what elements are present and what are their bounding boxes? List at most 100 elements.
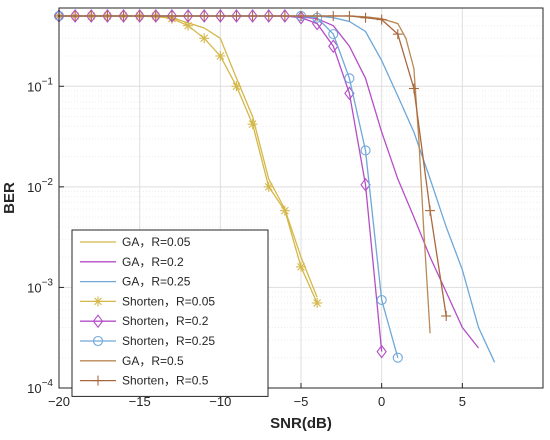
data-point xyxy=(231,9,242,23)
legend-label: GA，R=0.25 xyxy=(122,275,191,289)
data-point xyxy=(182,9,194,23)
legend-marker xyxy=(93,375,103,386)
legend-marker xyxy=(92,335,104,347)
data-point xyxy=(263,181,274,192)
legend-label: Shorten，R=0.5 xyxy=(122,374,209,388)
legend-label: GA，R=0.5 xyxy=(122,354,184,368)
data-point xyxy=(183,10,194,21)
data-point xyxy=(376,294,387,306)
y-tick-base: 10 xyxy=(27,280,41,295)
data-point xyxy=(263,10,274,21)
y-tick-exponent: −2 xyxy=(42,177,54,188)
data-point xyxy=(360,145,371,156)
data-point xyxy=(231,81,242,92)
data-point xyxy=(425,205,436,216)
data-point xyxy=(231,10,242,21)
legend-label: Shorten，R=0.05 xyxy=(122,294,215,308)
data-point xyxy=(376,14,387,25)
y-tick-exponent: −4 xyxy=(42,378,54,389)
x-axis-label: SNR(dB) xyxy=(270,415,332,432)
series-layer xyxy=(53,9,496,363)
data-point xyxy=(166,9,178,23)
series-7 xyxy=(54,10,452,321)
y-tick-exponent: −3 xyxy=(42,277,54,288)
y-tick-label: 10−4 xyxy=(27,378,53,396)
data-point xyxy=(183,20,194,31)
data-point xyxy=(166,10,177,21)
legend-item: GA，R=0.2 xyxy=(80,255,184,269)
legend-item: GA，R=0.5 xyxy=(80,354,184,368)
y-tick-base: 10 xyxy=(27,180,41,195)
legend-item: Shorten，R=0.2 xyxy=(80,314,209,328)
data-point xyxy=(215,50,226,61)
data-point xyxy=(312,298,323,309)
data-point xyxy=(247,9,258,23)
data-point xyxy=(118,10,129,21)
data-point xyxy=(328,10,339,21)
data-point xyxy=(199,33,210,44)
data-point xyxy=(344,73,355,84)
series-line-1 xyxy=(59,15,480,349)
y-tick-base: 10 xyxy=(27,79,41,94)
data-point xyxy=(134,9,145,23)
data-point xyxy=(408,83,419,94)
data-point xyxy=(215,9,226,23)
y-axis-label: BER xyxy=(1,182,18,214)
data-point xyxy=(344,10,355,21)
data-point xyxy=(134,10,145,21)
legend-marker xyxy=(92,314,104,329)
data-point xyxy=(70,10,81,21)
data-point xyxy=(312,10,323,21)
series-1 xyxy=(59,15,480,349)
data-point xyxy=(279,205,290,216)
legend-label: GA，R=0.05 xyxy=(122,235,191,249)
data-point xyxy=(296,261,306,272)
data-point xyxy=(279,9,291,23)
data-point xyxy=(247,119,258,130)
y-tick-base: 10 xyxy=(27,381,41,396)
legend-marker xyxy=(93,296,103,307)
data-point xyxy=(441,310,452,321)
legend-label: Shorten，R=0.2 xyxy=(122,314,209,328)
x-tick-label: 5 xyxy=(459,394,466,409)
legend-item: GA，R=0.25 xyxy=(80,275,191,289)
legend-item: Shorten，R=0.05 xyxy=(80,294,215,308)
data-point xyxy=(296,10,306,21)
x-tick-label: 0 xyxy=(378,394,385,409)
x-tick-label: −10 xyxy=(209,394,231,409)
x-tick-label: −20 xyxy=(48,394,70,409)
data-point xyxy=(247,10,258,21)
data-point xyxy=(263,9,274,23)
data-point xyxy=(392,29,403,40)
data-point xyxy=(102,10,113,21)
y-tick-exponent: −1 xyxy=(42,76,54,87)
legend-label: Shorten，R=0.25 xyxy=(122,334,215,348)
y-tick-label: 10−2 xyxy=(27,177,53,195)
data-point xyxy=(392,352,403,363)
data-point xyxy=(69,9,81,23)
x-tick-label: −15 xyxy=(129,394,151,409)
data-point xyxy=(328,29,339,40)
data-point xyxy=(199,9,210,23)
y-tick-label: 10−3 xyxy=(27,277,53,295)
legend-box xyxy=(71,229,269,397)
legend: GA，R=0.05 GA，R=0.2 GA，R=0.25 Shorten，R=0.05… xyxy=(71,229,269,397)
data-point xyxy=(150,10,161,21)
data-point xyxy=(86,10,97,21)
data-point xyxy=(328,39,339,54)
data-point xyxy=(118,9,129,23)
data-point xyxy=(199,10,210,21)
data-point xyxy=(279,10,290,21)
x-tick-label: −5 xyxy=(294,394,309,409)
data-point xyxy=(86,9,97,23)
data-point xyxy=(150,9,161,23)
data-point xyxy=(376,344,387,359)
legend-item: Shorten，R=0.25 xyxy=(80,334,215,348)
data-point xyxy=(102,9,113,23)
legend-item: GA，R=0.05 xyxy=(80,235,191,249)
legend-label: GA，R=0.2 xyxy=(122,255,184,269)
legend-item: Shorten，R=0.5 xyxy=(80,374,209,388)
data-point xyxy=(360,12,371,23)
y-tick-label: 10−1 xyxy=(27,76,53,94)
